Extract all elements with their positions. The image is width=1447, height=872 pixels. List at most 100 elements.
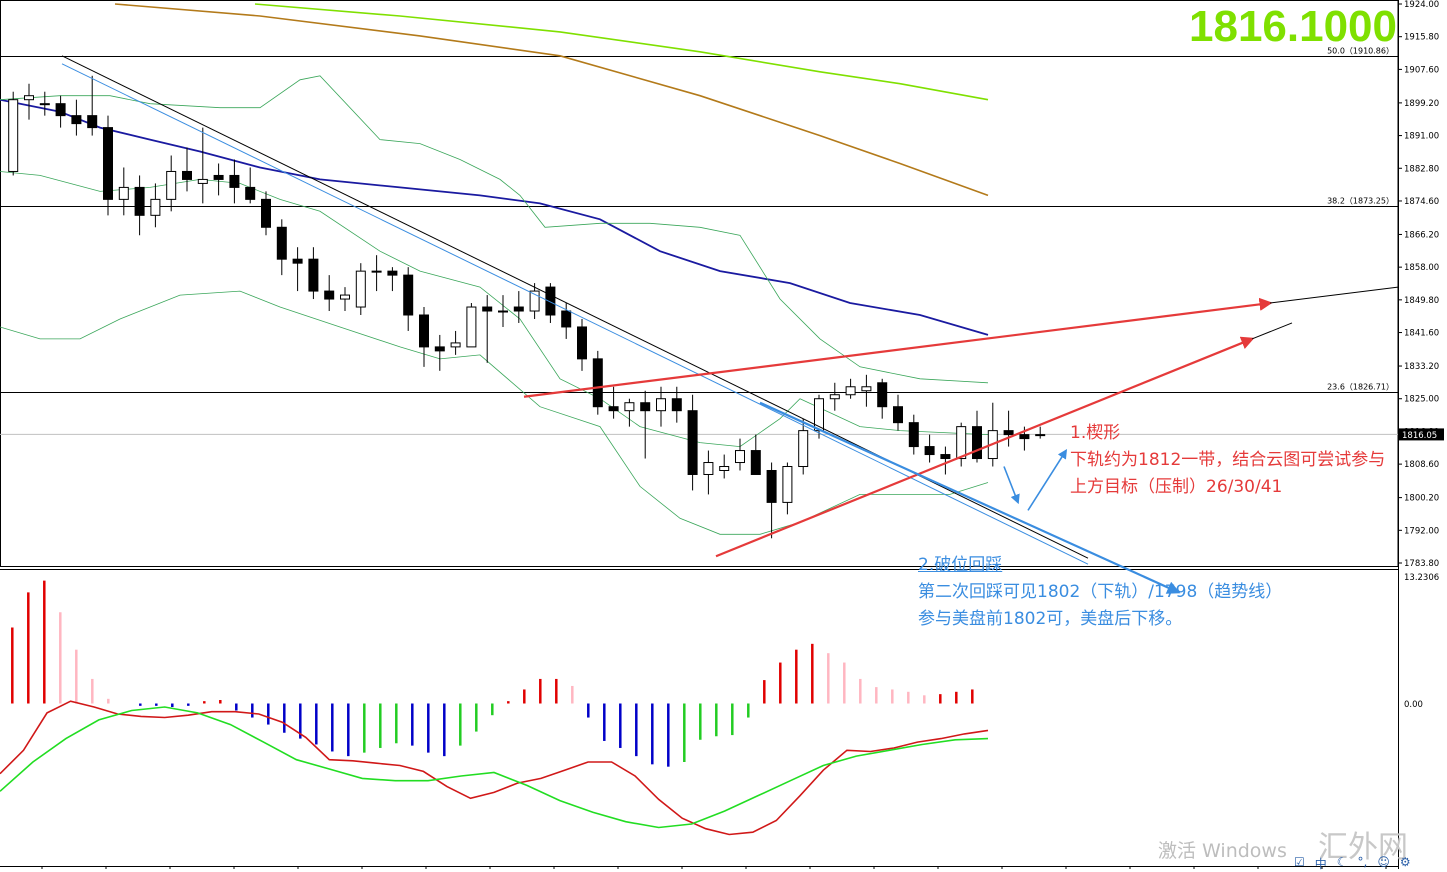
pullback-arrow-down: [1003, 466, 1020, 505]
price-tick-label: 1891.00: [1404, 132, 1439, 142]
candle-body: [703, 462, 714, 475]
candle-body: [640, 402, 651, 412]
wedge-lower-extension: [1251, 322, 1293, 340]
trend-lines: [61, 55, 1399, 594]
candle-body: [55, 103, 66, 117]
candle-body: [134, 186, 145, 216]
price-tick-label: 1792.00: [1404, 526, 1439, 536]
candle-body: [956, 426, 967, 460]
candle-body: [908, 422, 919, 448]
current-price-tag: 1816.05: [1402, 431, 1437, 441]
system-tray: ☑ 中 ☾ °, ☺ ⚙: [1294, 855, 1444, 871]
candle-body: [656, 398, 666, 412]
candle-body: [766, 469, 777, 503]
candle-body: [103, 127, 113, 200]
price-tick-label: 1924.00: [1404, 0, 1439, 10]
candle-body: [419, 314, 429, 348]
price-tick-label: 1907.60: [1404, 65, 1439, 75]
price-tick-label: 1825.00: [1404, 395, 1439, 405]
candle-body: [1019, 434, 1030, 440]
current-price-display: 1816.1000: [1189, 2, 1397, 51]
price-tick-label: 1783.80: [1404, 559, 1439, 569]
candle-body: [197, 178, 208, 184]
wedge-annotation-line-2: 上方目标（压制）26/30/41: [1070, 477, 1283, 497]
price-tick-label: 1808.60: [1404, 460, 1439, 470]
price-tick-label: 1858.00: [1404, 263, 1439, 273]
macd-line: [0, 700, 989, 836]
candle-body: [150, 198, 161, 216]
candle-body: [735, 450, 745, 464]
price-tick-label: 1915.80: [1404, 33, 1439, 43]
candle-body: [71, 115, 82, 125]
candle-body: [450, 342, 461, 348]
wedge-upper-red-line: [523, 297, 1273, 398]
macd-panel: [0, 580, 989, 836]
candle-body: [624, 402, 635, 412]
candle-body: [166, 170, 177, 200]
pullback-annotation-title: 2.破位回踩: [918, 555, 1003, 575]
macd-top-label: 13.2306: [1404, 573, 1439, 583]
moving-averages: [0, 3, 989, 535]
candle-body: [592, 358, 603, 408]
wedge-annotation-title: 1.楔形: [1070, 423, 1121, 443]
site-watermark: 汇外网: [1318, 830, 1408, 865]
descending-trendline-blue-thin: [61, 63, 1089, 565]
candle-body: [292, 258, 303, 264]
pullback-arrow-up: [1027, 448, 1068, 511]
candle-body: [529, 290, 540, 312]
price-tick-label: 1841.60: [1404, 329, 1439, 339]
windows-activation-watermark: 激活 Windows: [1158, 840, 1287, 862]
candle-body: [671, 398, 682, 412]
bollinger-lower-line: [0, 290, 989, 535]
bollinger-mid-line: [0, 171, 989, 448]
candle-body: [782, 466, 793, 503]
candle-body: [972, 426, 982, 460]
wedge-upper-extension: [1269, 286, 1399, 304]
candle-body: [355, 270, 366, 308]
sma-50-line: [0, 98, 989, 336]
moon-icon[interactable]: ☾: [1336, 855, 1348, 869]
punctuation-icon[interactable]: °,: [1357, 855, 1368, 869]
candle-body: [87, 115, 98, 129]
candle-body: [924, 446, 935, 456]
candle-body: [24, 95, 34, 101]
bollinger-upper-line: [0, 75, 989, 384]
candle-body: [498, 310, 508, 313]
candle-body: [1003, 430, 1014, 436]
sma-200-line: [114, 3, 989, 197]
checkbox-icon[interactable]: ☑: [1294, 855, 1305, 869]
candle-body: [861, 386, 872, 392]
candle-body: [434, 346, 445, 352]
price-tick-label: 1874.60: [1404, 197, 1439, 207]
candle-body: [118, 186, 129, 200]
price-tick-label: 1866.20: [1404, 230, 1439, 240]
candle-body: [719, 466, 730, 471]
candle-body: [213, 174, 224, 180]
fib-level-label: 50.0（1910.86）: [1327, 47, 1394, 56]
descending-trendline-black: [61, 55, 1089, 559]
chart-frame: [0, 0, 1399, 869]
wedge-lower-red-line: [715, 336, 1255, 558]
macd-zero-label: 0.00: [1404, 700, 1423, 710]
chinese-input-icon[interactable]: 中: [1314, 857, 1327, 871]
candle-body: [324, 290, 335, 300]
emoji-icon[interactable]: ☺: [1377, 855, 1390, 869]
fib-level-label: 38.2（1873.25）: [1327, 197, 1394, 206]
candlesticks: [8, 75, 1046, 539]
candle-body: [829, 394, 840, 400]
candle-body: [245, 186, 256, 200]
settings-icon[interactable]: ⚙: [1399, 855, 1411, 869]
candle-body: [340, 294, 350, 300]
candle-body: [482, 306, 493, 312]
current-price-tag-box: [1399, 428, 1444, 441]
candle-body: [39, 103, 50, 106]
sma-100-line: [254, 3, 989, 101]
candle-body: [276, 226, 287, 260]
price-tick-label: 1899.20: [1404, 99, 1439, 109]
candle-body: [308, 258, 319, 292]
candle-body: [387, 270, 398, 276]
candle-body: [608, 406, 619, 412]
candle-body: [845, 386, 856, 396]
pullback-annotation: 2.破位回踩 第二次回踩可见1802（下轨）/1798（趋势线） 参与美盘前18…: [918, 552, 1282, 633]
